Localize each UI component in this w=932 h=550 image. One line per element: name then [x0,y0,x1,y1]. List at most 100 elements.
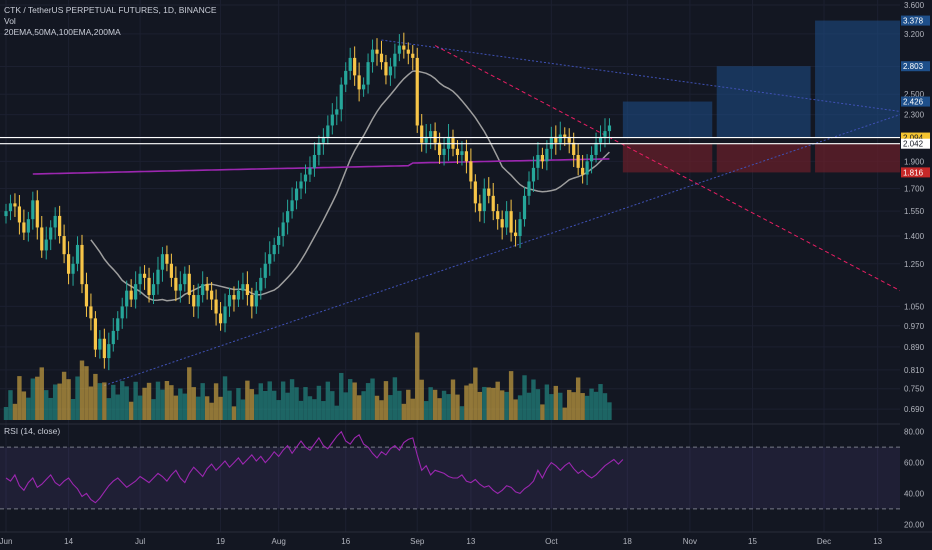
rsi-tick-0: 80.00 [904,428,925,437]
volume-bar-134 [602,393,608,420]
candle-30 [138,273,142,285]
volume-bar-106 [477,391,483,420]
volume-bar-91 [410,398,415,420]
candle-26 [120,306,124,319]
volume-bar-105 [473,367,478,420]
candle-128 [576,154,580,168]
volume-bar-56 [254,394,259,420]
volume-bar-115 [517,395,523,420]
volume-bar-120 [540,404,545,420]
candle-7 [35,200,39,228]
volume-bar-132 [593,391,599,420]
candle-111 [500,219,504,228]
price-badge-text-2: 2.426 [903,98,924,107]
candle-62 [281,222,285,237]
candle-41 [187,273,191,296]
time-tick-2: Jul [135,537,145,546]
time-tick-11: 15 [748,537,757,546]
volume-bar-23 [106,398,112,420]
candle-122 [549,136,553,149]
volume-bar-25 [115,394,120,420]
volume-bar-113 [508,371,514,420]
candle-125 [563,134,567,137]
volume-bar-57 [258,383,263,420]
candle-57 [259,277,263,291]
volume-bar-69 [312,399,317,420]
candle-35 [160,254,165,270]
volume-bar-40 [182,393,187,420]
candle-86 [388,66,393,76]
volume-histogram [3,332,612,420]
breakout-trendline [434,45,901,292]
volume-bar-28 [128,401,134,420]
volume-bar-34 [155,381,161,420]
candle-135 [607,125,612,132]
candle-107 [482,188,486,212]
volume-label: Vol [4,16,16,26]
volume-bar-31 [142,387,147,420]
volume-bar-114 [513,399,518,420]
price-tick-6: 1.900 [904,157,925,166]
candle-18 [84,284,89,307]
candle-77 [348,57,352,71]
candle-73 [330,114,334,126]
volume-bar-18 [84,366,89,420]
volume-bar-66 [298,400,304,420]
candle-82 [370,49,375,63]
price-axis-bg [900,0,932,550]
price-badge-text-3: 2.094 [903,134,924,143]
rsi-line [5,430,624,504]
time-tick-8: Oct [545,537,558,546]
volume-bar-93 [419,379,424,420]
candle-118 [531,167,536,182]
volume-bar-102 [459,406,465,420]
volume-bar-86 [388,395,393,420]
candle-123 [554,136,558,143]
volume-bar-82 [370,378,375,420]
candle-78 [353,57,357,76]
candle-50 [227,295,232,307]
candle-25 [116,318,120,331]
volume-bar-83 [374,395,380,420]
candle-17 [80,244,84,285]
candle-8 [40,227,44,251]
volume-bar-1 [8,390,13,420]
candle-49 [223,306,227,324]
candle-55 [250,295,254,307]
volume-bar-89 [401,403,407,420]
candle-11 [53,215,57,228]
candle-38 [174,277,178,291]
volume-bar-58 [263,391,268,420]
volume-bar-5 [26,397,31,420]
price-axis: 3.6003.2002.8002.5002.3002.1001.9001.700… [900,0,932,550]
volume-bar-30 [137,395,143,420]
volume-bar-90 [406,389,411,420]
volume-bar-123 [553,385,559,420]
volume-bar-124 [558,392,563,420]
volume-bar-103 [464,385,469,420]
candle-108 [487,188,491,196]
volume-bar-11 [52,384,58,420]
candle-33 [151,284,156,296]
time-tick-1: 14 [64,537,73,546]
candle-68 [308,167,312,175]
candle-6 [31,200,35,220]
candle-14 [66,254,71,274]
indicators-label: 20EMA,50MA,100EMA,200MA [4,27,121,37]
time-tick-7: 13 [466,537,475,546]
candle-109 [491,195,495,212]
volume-bar-21 [97,383,103,420]
volume-bar-111 [499,390,505,420]
candle-10 [49,227,53,240]
candle-5 [26,219,30,233]
candle-74 [335,109,339,115]
target-zones [622,20,905,173]
candle-85 [384,62,388,76]
volume-bar-75 [339,372,344,420]
volume-bar-98 [441,390,447,420]
candle-116 [522,195,527,220]
candle-94 [424,136,428,143]
candle-56 [254,290,258,307]
candle-110 [496,211,500,220]
